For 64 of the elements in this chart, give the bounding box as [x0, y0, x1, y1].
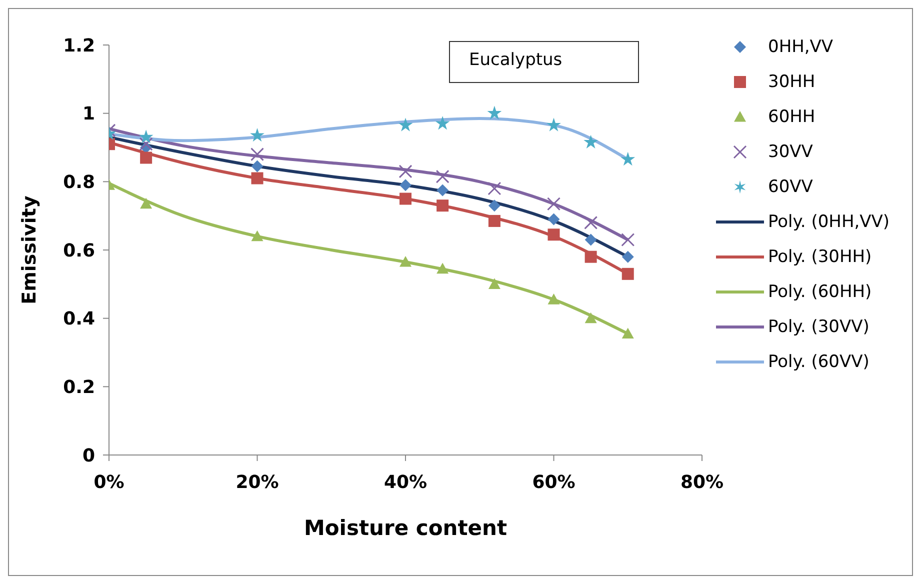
legend-label: 30HH — [768, 72, 816, 92]
point — [584, 250, 597, 263]
point — [400, 256, 412, 267]
point — [488, 182, 502, 196]
point — [436, 200, 449, 212]
y-tick-label: 0 — [82, 445, 95, 466]
point — [488, 214, 500, 227]
y-tick-label: 0.2 — [63, 377, 95, 398]
y-tick-label: 0.4 — [63, 308, 95, 330]
y-tick-label: 1 — [82, 104, 95, 125]
point — [547, 197, 560, 211]
point — [251, 172, 264, 184]
point — [398, 118, 413, 132]
legend-label: 60HH — [768, 106, 816, 126]
x-tick-label: 40% — [384, 472, 428, 493]
point — [398, 164, 412, 178]
point — [620, 152, 636, 166]
legend-label: 30VV — [768, 142, 813, 162]
legend-label: Poly. (60VV) — [768, 352, 870, 372]
point — [621, 233, 635, 246]
x-tick-label: 20% — [236, 472, 279, 493]
point — [622, 250, 634, 263]
point — [584, 312, 597, 324]
point — [488, 200, 500, 212]
y-axis-title: Emissivity — [18, 195, 41, 304]
point — [622, 328, 634, 339]
legend-label: Poly. (30HH) — [768, 246, 872, 266]
point — [584, 216, 598, 230]
point — [251, 230, 264, 242]
point — [138, 130, 154, 144]
point — [487, 106, 502, 120]
legend-label: Poly. (60HH) — [768, 282, 872, 302]
point — [584, 134, 598, 148]
point — [250, 148, 264, 162]
point — [400, 179, 412, 192]
x-tick-label: 60% — [532, 472, 576, 493]
legend-label: 0HH,VV — [768, 36, 834, 56]
legend-label: Poly. (30VV) — [768, 316, 870, 336]
x-tick-label: 80% — [680, 472, 724, 493]
point — [548, 294, 560, 304]
point — [546, 118, 561, 132]
point — [436, 170, 450, 184]
y-tick-label: 0.6 — [63, 240, 95, 262]
x-tick-label: 0% — [94, 472, 124, 493]
point — [584, 234, 597, 246]
point — [400, 192, 412, 205]
point — [548, 228, 560, 241]
point — [548, 213, 560, 226]
y-tick-label: 0.8 — [63, 172, 95, 194]
point — [251, 160, 264, 172]
y-tick-label: 1.2 — [63, 35, 95, 56]
legend-label: Poly. (0HH,VV) — [768, 212, 890, 232]
point — [139, 137, 153, 151]
point — [140, 152, 152, 164]
point — [622, 268, 634, 280]
point — [436, 262, 449, 274]
point — [488, 278, 500, 289]
x-axis-title: Moisture content — [304, 516, 508, 540]
point — [140, 198, 152, 209]
point — [250, 128, 264, 142]
annotation: Eucalyptus — [469, 50, 562, 70]
point — [435, 116, 450, 130]
legend-label: 60VV — [768, 176, 813, 196]
point — [436, 184, 449, 196]
